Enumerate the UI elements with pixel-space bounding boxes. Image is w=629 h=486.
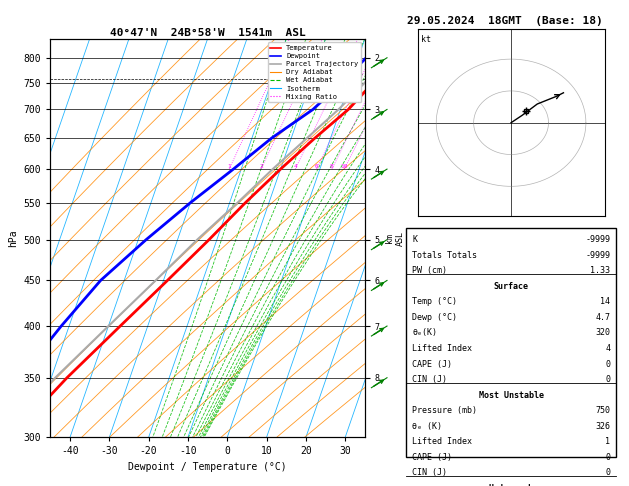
Text: 0: 0 (605, 375, 610, 384)
Text: 750: 750 (595, 406, 610, 415)
Text: Surface: Surface (494, 282, 528, 291)
Text: -9999: -9999 (585, 251, 610, 260)
Text: Lifted Index: Lifted Index (412, 437, 472, 446)
Y-axis label: hPa: hPa (8, 229, 18, 247)
Text: Totals Totals: Totals Totals (412, 251, 477, 260)
Text: 15: 15 (364, 164, 371, 169)
Text: 8: 8 (330, 164, 334, 169)
Text: 4.7: 4.7 (595, 313, 610, 322)
Text: Pressure (mb): Pressure (mb) (412, 406, 477, 415)
Text: 0: 0 (605, 469, 610, 477)
Text: 1: 1 (605, 437, 610, 446)
Text: CIN (J): CIN (J) (412, 375, 447, 384)
Text: -9999: -9999 (585, 235, 610, 244)
Text: 2: 2 (259, 164, 263, 169)
Text: 0: 0 (605, 453, 610, 462)
Text: θₑ (K): θₑ (K) (412, 422, 442, 431)
Text: kt: kt (421, 35, 431, 44)
Y-axis label: km
ASL: km ASL (385, 231, 404, 245)
Text: 1.33: 1.33 (590, 266, 610, 276)
Text: CAPE (J): CAPE (J) (412, 360, 452, 368)
Text: 0: 0 (605, 360, 610, 368)
Text: Lifted Index: Lifted Index (412, 344, 472, 353)
Text: Most Unstable: Most Unstable (479, 391, 543, 399)
Title: 40°47'N  24B°58'W  1541m  ASL: 40°47'N 24B°58'W 1541m ASL (109, 28, 306, 38)
Text: Dewp (°C): Dewp (°C) (412, 313, 457, 322)
Text: 29.05.2024  18GMT  (Base: 18): 29.05.2024 18GMT (Base: 18) (407, 16, 603, 26)
Text: θₑ(K): θₑ(K) (412, 329, 437, 337)
Legend: Temperature, Dewpoint, Parcel Trajectory, Dry Adiabat, Wet Adiabat, Isotherm, Mi: Temperature, Dewpoint, Parcel Trajectory… (267, 42, 361, 103)
Text: Hodograph: Hodograph (489, 484, 533, 486)
Text: PW (cm): PW (cm) (412, 266, 447, 276)
Text: CAPE (J): CAPE (J) (412, 453, 452, 462)
Text: 1: 1 (227, 164, 231, 169)
X-axis label: Dewpoint / Temperature (°C): Dewpoint / Temperature (°C) (128, 462, 287, 472)
Text: 6: 6 (314, 164, 318, 169)
Text: 326: 326 (595, 422, 610, 431)
Text: 320: 320 (595, 329, 610, 337)
Text: LCL: LCL (348, 68, 363, 77)
Text: K: K (412, 235, 417, 244)
Text: 10: 10 (340, 164, 348, 169)
Text: 4: 4 (293, 164, 297, 169)
Text: Temp (°C): Temp (°C) (412, 297, 457, 306)
Text: 4: 4 (605, 344, 610, 353)
Text: 14: 14 (600, 297, 610, 306)
Text: CIN (J): CIN (J) (412, 469, 447, 477)
